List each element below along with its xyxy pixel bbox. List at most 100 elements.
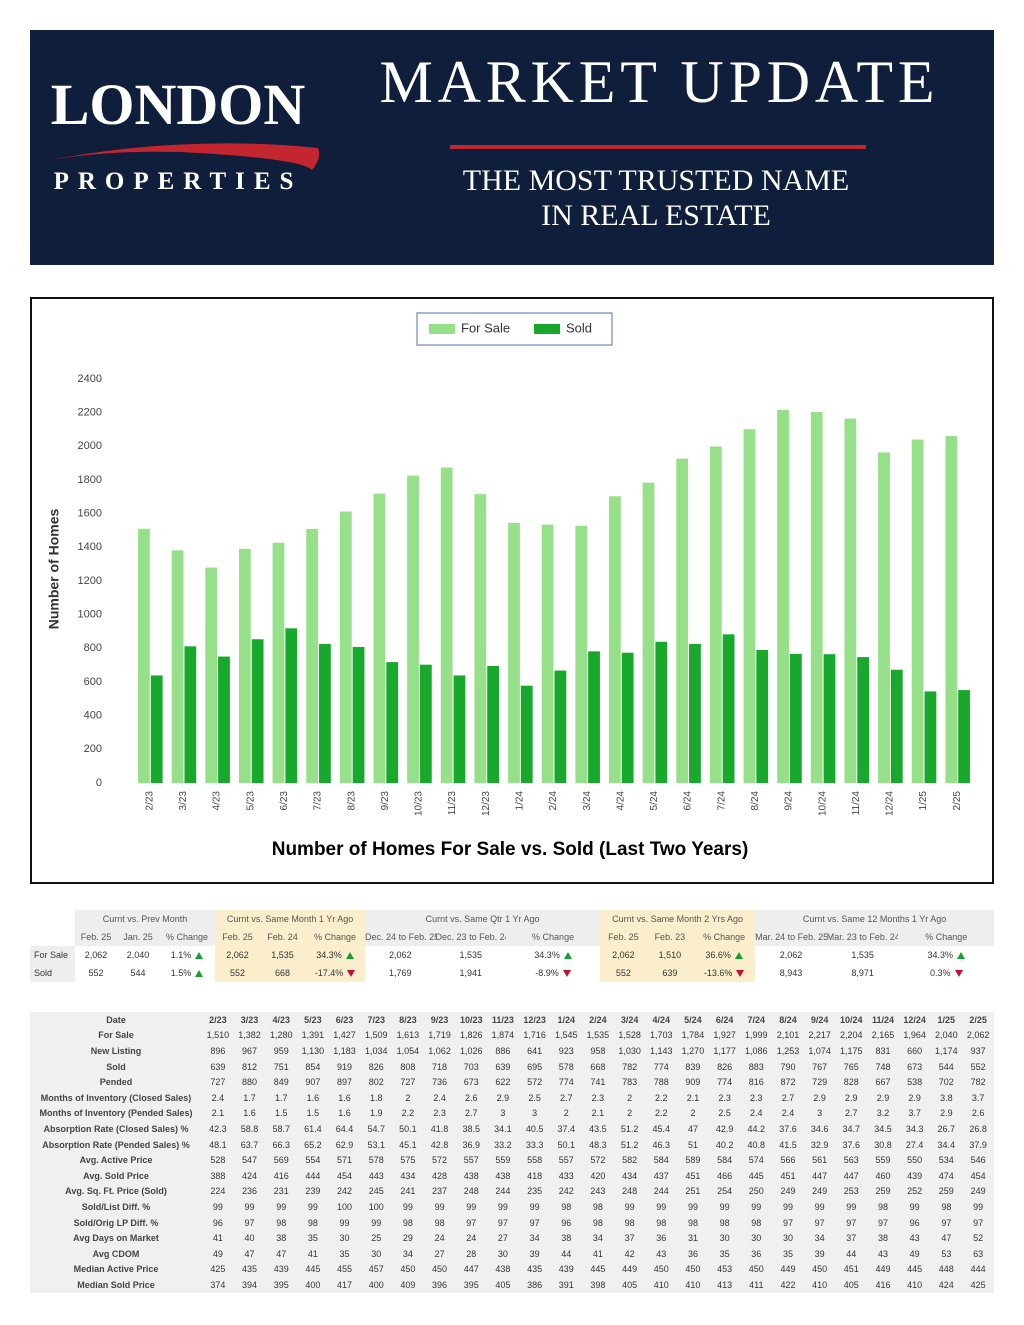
cell: 831 [875, 1045, 891, 1056]
cell: 34 [402, 1248, 413, 1259]
cell: 445 [907, 1264, 923, 1275]
x-tick-label: 11/24 [851, 791, 862, 816]
y-tick-label: 0 [96, 777, 102, 789]
cell: 98 [592, 1217, 603, 1228]
summary-row: Sold 552 544 1.5% 552 668 -17.4% 1,769 1,941 -8.9… [30, 964, 994, 982]
cell: 2.5 [718, 1108, 731, 1119]
cell: 34.5 [874, 1123, 892, 1134]
cell: 33.2 [494, 1139, 512, 1150]
cell: 2.3 [591, 1092, 605, 1103]
cell: 1,941 [436, 964, 507, 982]
cell: 1,535 [827, 946, 899, 964]
x-tick-label: 2/23 [144, 791, 155, 811]
cell-text: 2,040 [126, 950, 150, 960]
cell: 528 [210, 1155, 226, 1166]
cell: 47 [276, 1248, 287, 1259]
cell: 2.1 [591, 1108, 605, 1119]
cell: 451 [843, 1264, 859, 1275]
cell: 99 [624, 1201, 635, 1212]
cell: 96 [212, 1217, 223, 1228]
x-tick-label: 6/23 [279, 791, 290, 811]
bar [285, 628, 298, 783]
cell: 589 [685, 1155, 701, 1166]
cell: 447 [463, 1264, 479, 1275]
cell: 30 [751, 1233, 762, 1244]
cell-text: 1,510 [658, 950, 682, 960]
bar [588, 651, 600, 783]
row-label: Median Active Price [73, 1264, 159, 1275]
cell: 400 [368, 1279, 384, 1290]
cell: 34 [814, 1233, 825, 1244]
cell-text: 8,971 [851, 968, 874, 978]
cell: 544 [117, 964, 159, 982]
stats-row: Absorption Rate (Pended Sales) % 48.1 63.7… [30, 1137, 994, 1153]
tagline: THE MOST TRUSTED NAME [463, 164, 849, 197]
cell: 42.9 [715, 1123, 734, 1134]
cell: 98 [751, 1217, 762, 1228]
date-header: 3/23 [240, 1014, 259, 1025]
cell: 99 [497, 1201, 508, 1212]
bar [520, 685, 533, 783]
date-header: 2/25 [969, 1014, 987, 1025]
cell: 2.4 [750, 1108, 763, 1119]
cell: 447 [843, 1170, 859, 1181]
cell: 0.3% [898, 964, 994, 982]
cell: 34.3% [898, 946, 994, 964]
cell: 639 [495, 1061, 511, 1072]
cell: 959 [273, 1045, 289, 1056]
group-header: Curnt vs. Same Qtr 1 Yr Ago [365, 910, 601, 928]
cell: 24 [434, 1233, 445, 1244]
cell-text: 2,062 [389, 950, 412, 960]
cell: 42 [624, 1248, 635, 1259]
cell: 1,183 [333, 1045, 356, 1056]
cell: 2.5 [528, 1092, 541, 1103]
bar [689, 643, 701, 783]
cell: 1,074 [808, 1045, 831, 1056]
trend-arrow [345, 952, 354, 960]
cell: 1.6 [338, 1092, 351, 1103]
cell: 424 [242, 1170, 258, 1181]
cell: 826 [368, 1061, 384, 1072]
cell: 1,177 [713, 1045, 736, 1056]
cell: 1,510 [646, 946, 694, 964]
row-label: Absorption Rate (Closed Sales) % [43, 1123, 189, 1134]
cell: 808 [400, 1061, 416, 1072]
cell: 25 [371, 1233, 382, 1244]
cell: 32.9 [810, 1139, 829, 1150]
cell: -13.6% [693, 964, 756, 982]
cell: 2,062 [75, 946, 117, 964]
group-header: Curnt vs. Prev Month [75, 910, 216, 928]
cell: 99 [973, 1201, 984, 1212]
cell-text: 639 [662, 968, 678, 978]
trend-arrow [957, 952, 966, 960]
x-tick-label: 7/23 [313, 791, 324, 811]
cell: 28 [466, 1248, 477, 1259]
cell: 1,999 [745, 1030, 768, 1041]
cell: 574 [748, 1155, 764, 1166]
cell: 774 [653, 1061, 669, 1072]
cell: 58.8 [240, 1123, 259, 1134]
cell: 450 [685, 1264, 701, 1275]
header-row: Date 2/23 3/23 4/23 5/23 6/23 7/23 8/23 9/23 10/2… [30, 1012, 994, 1028]
cell: 34.3 [905, 1123, 924, 1134]
cell-text: 34.3% [534, 950, 560, 960]
column-header: Feb. 24 [260, 928, 306, 946]
row-label: Avg CDOM [92, 1248, 140, 1259]
cell: 2.4 [781, 1108, 795, 1119]
cell: 2.9 [496, 1092, 510, 1103]
cell: 254 [717, 1186, 733, 1197]
cell-text: 552 [230, 968, 246, 978]
cell: 416 [273, 1170, 289, 1181]
cell: 99 [751, 1201, 762, 1212]
cell: 410 [907, 1279, 923, 1290]
x-tick-label: 4/23 [212, 791, 223, 811]
bar [272, 542, 285, 783]
bar [440, 467, 453, 783]
cell: 450 [812, 1264, 828, 1275]
stats-row: Median Sold Price 374 394 395 400 417 400 409 39… [30, 1277, 994, 1293]
cell: 97 [466, 1217, 477, 1228]
cell: 1,703 [650, 1030, 673, 1041]
cell: 552 [75, 964, 117, 982]
legend-label: Sold [566, 320, 592, 335]
cell: 36 [687, 1248, 698, 1259]
